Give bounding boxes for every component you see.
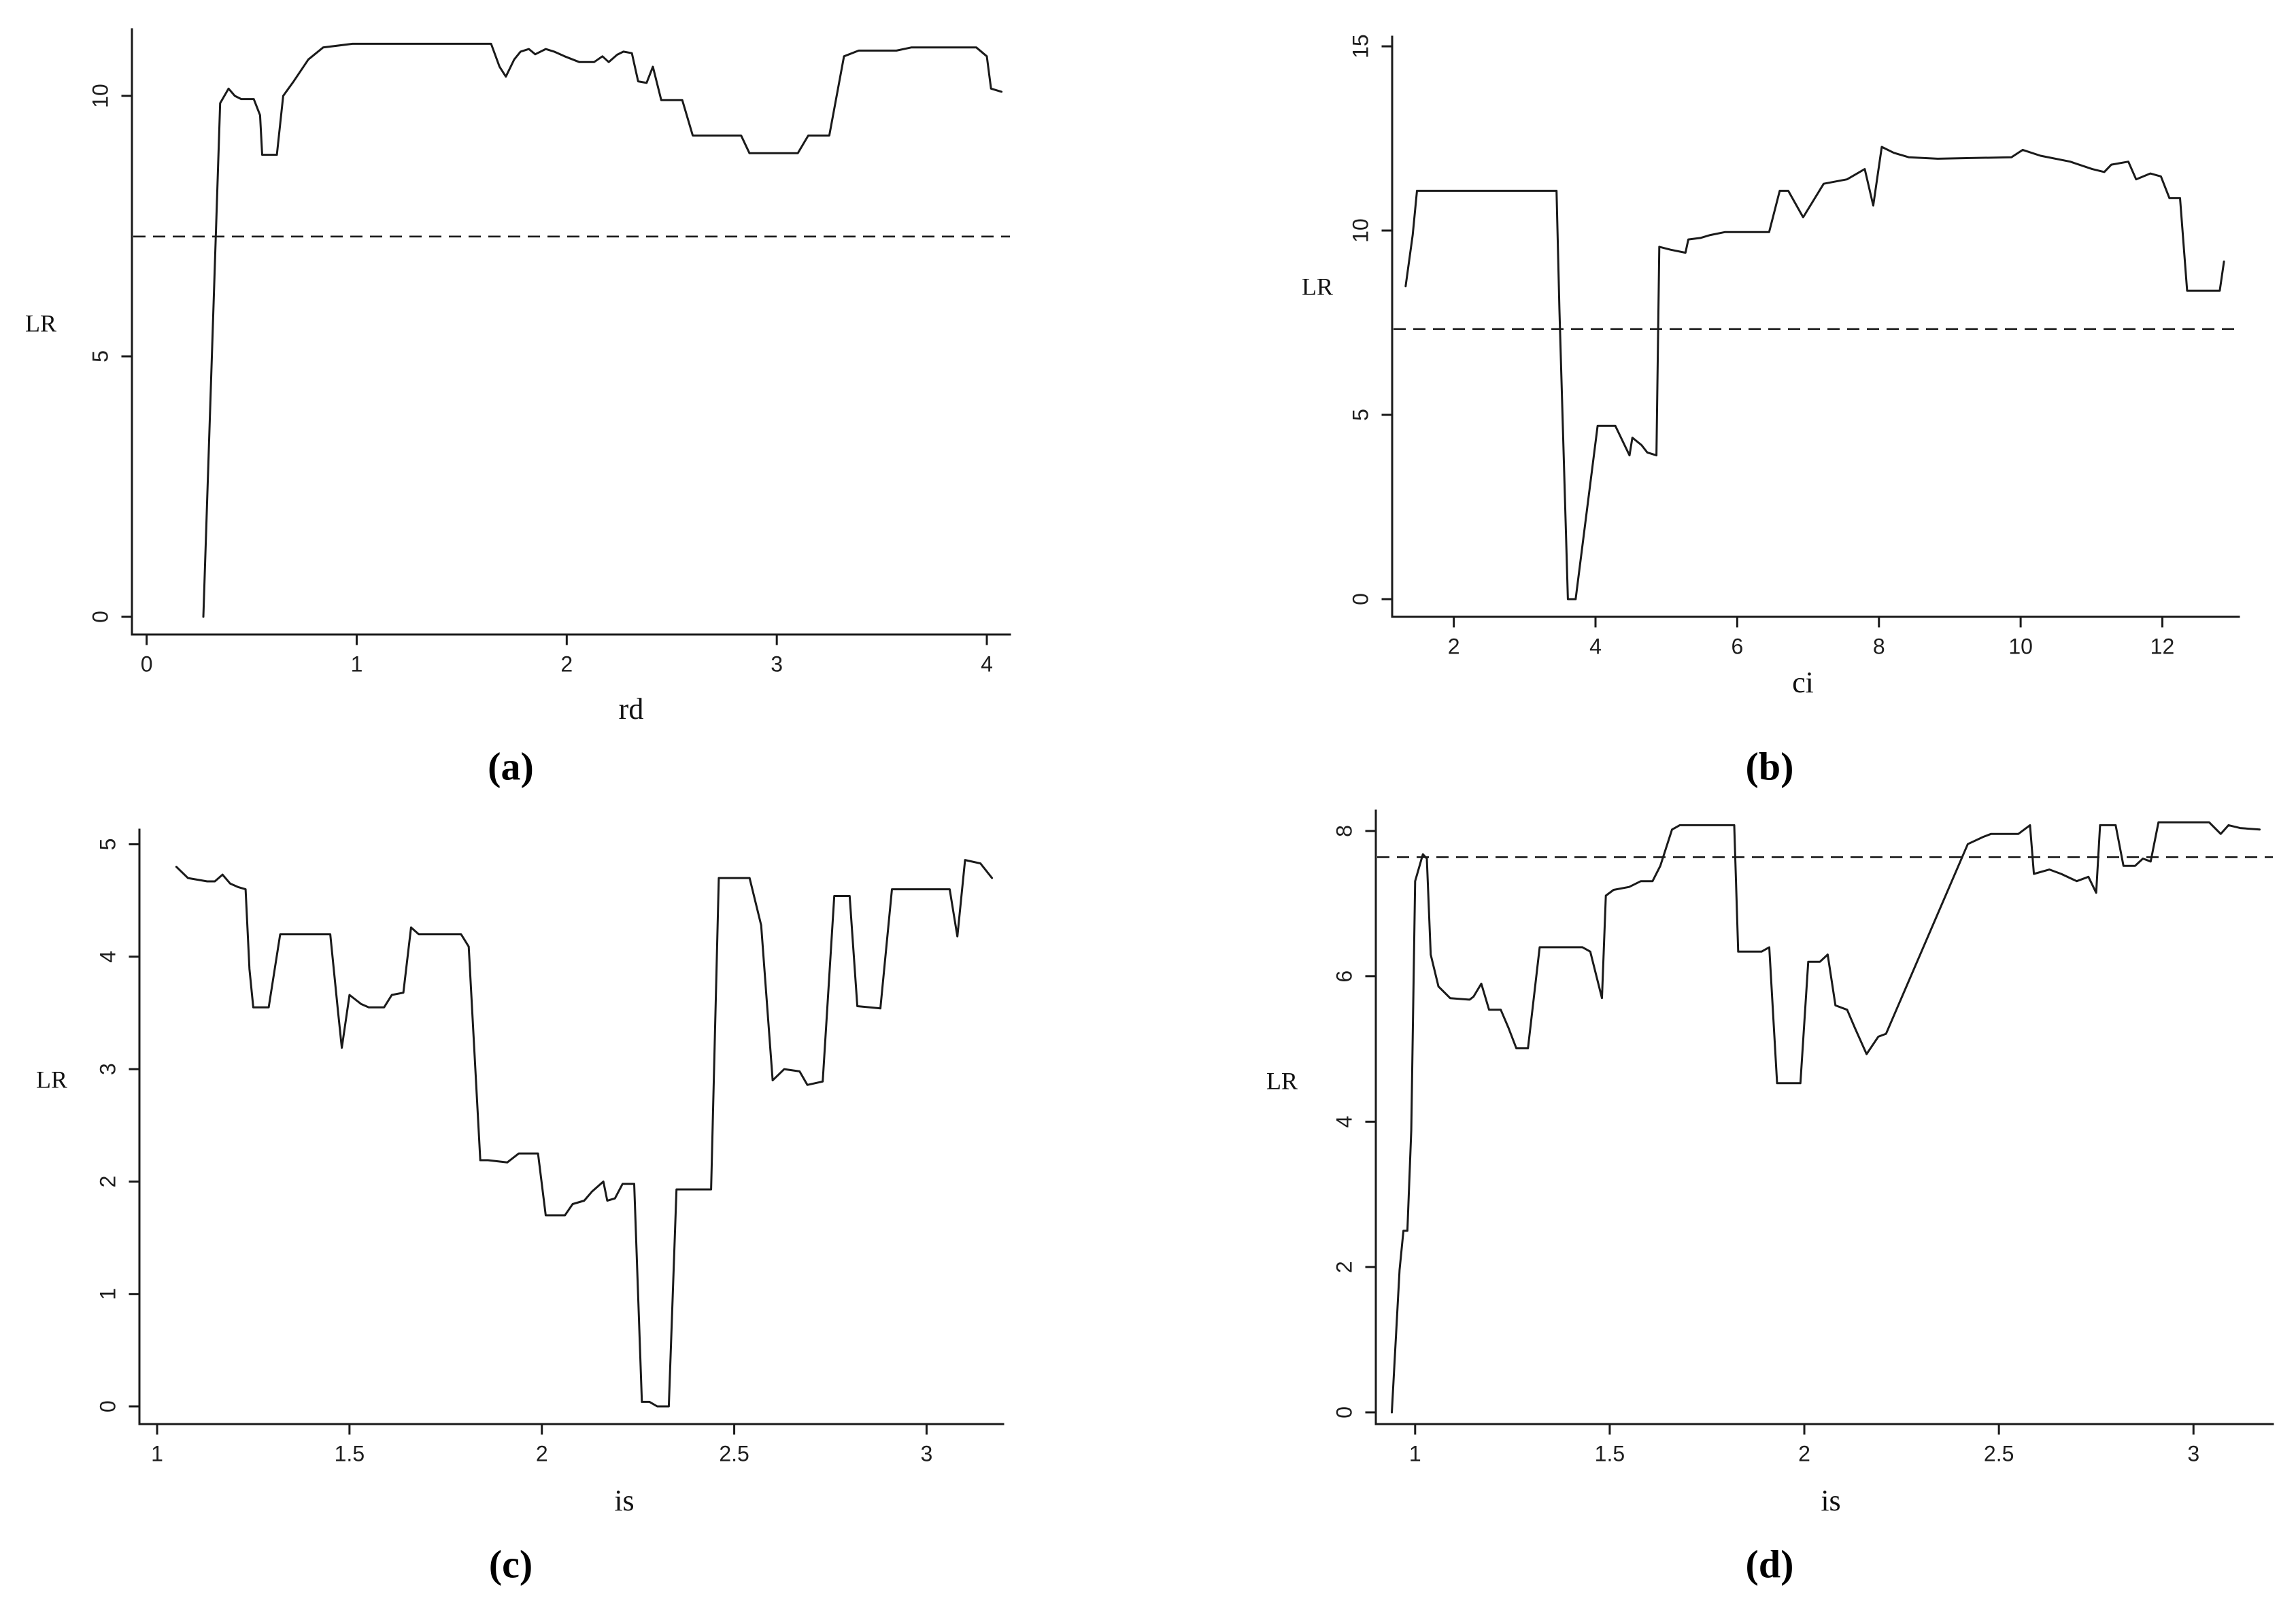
x-tick-label: 0	[141, 652, 153, 676]
x-tick-label: 8	[1873, 634, 1885, 658]
x-tick-label: 1	[151, 1441, 163, 1466]
x-tick-label: 1	[1409, 1441, 1421, 1466]
series-line	[1391, 821, 2261, 1414]
x-tick-label: 2	[1448, 634, 1460, 658]
plot-area: 0 1 2 3 4 0 5 10	[88, 28, 1011, 676]
y-tick-label: 2	[95, 1176, 120, 1188]
y-tick-label: 3	[95, 1063, 120, 1075]
x-tick-label: 1.5	[335, 1441, 365, 1466]
x-tick-label: 2	[1798, 1441, 1810, 1466]
x-axis-label: rd	[619, 692, 644, 726]
y-tick-label: 1	[95, 1288, 120, 1300]
plot-area: 1 1.5 2 2.5 3 0 2 4 6 8	[1332, 809, 2274, 1466]
panel-c: 1 1.5 2 2.5 3 0 1 2 3 4 5 is LR (c)	[36, 828, 1004, 1586]
x-axis-label: ci	[1792, 666, 1814, 699]
x-tick-label: 3	[921, 1441, 933, 1466]
y-tick-label: 15	[1348, 34, 1372, 58]
y-tick-label: 0	[1348, 593, 1372, 605]
x-tick-label: 4	[1589, 634, 1602, 658]
x-tick-label: 12	[2150, 634, 2175, 658]
plot-area: 1 1.5 2 2.5 3 0 1 2 3 4 5	[95, 828, 1004, 1466]
panel-label: (c)	[489, 1542, 533, 1586]
y-tick-label: 4	[1332, 1116, 1356, 1128]
panel-label: (a)	[488, 744, 534, 788]
y-axis-label: LR	[1302, 273, 1333, 300]
panel-label: (d)	[1746, 1542, 1794, 1586]
y-tick-label: 2	[1332, 1261, 1356, 1273]
y-tick-label: 8	[1332, 825, 1356, 837]
series-line	[175, 859, 994, 1408]
y-tick-label: 5	[1348, 409, 1372, 421]
x-tick-label: 4	[981, 652, 993, 676]
y-tick-label: 0	[1332, 1406, 1356, 1419]
y-axis-label: LR	[36, 1066, 67, 1093]
x-tick-label: 2	[536, 1441, 548, 1466]
series-line	[1404, 146, 2225, 600]
y-tick-label: 0	[88, 611, 112, 623]
y-tick-label: 10	[1348, 218, 1372, 243]
panel-b: 2 4 6 8 10 12 0 5 10 15 ci LR (b)	[1302, 34, 2240, 788]
panel-a: 0 1 2 3 4 0 5 10 rd LR (a)	[25, 28, 1011, 788]
x-tick-label: 2.5	[1984, 1441, 2014, 1466]
x-axis-label: is	[1821, 1484, 1840, 1517]
x-axis-label: is	[614, 1484, 634, 1517]
panel-d: 1 1.5 2 2.5 3 0 2 4 6 8 is LR (d)	[1266, 809, 2274, 1586]
x-tick-label: 3	[2187, 1441, 2199, 1466]
x-tick-label: 3	[771, 652, 783, 676]
y-tick-label: 4	[95, 951, 120, 963]
y-tick-label: 5	[95, 839, 120, 851]
x-tick-label: 1	[351, 652, 363, 676]
plot-area: 2 4 6 8 10 12 0 5 10 15	[1348, 34, 2240, 658]
y-axis-label: LR	[1266, 1067, 1298, 1094]
series-line	[202, 42, 1003, 618]
y-tick-label: 10	[88, 84, 112, 108]
x-tick-label: 6	[1731, 634, 1743, 658]
x-tick-label: 2	[560, 652, 573, 676]
x-tick-label: 1.5	[1595, 1441, 1625, 1466]
y-tick-label: 6	[1332, 970, 1356, 983]
y-tick-label: 5	[88, 350, 112, 362]
x-tick-label: 2.5	[719, 1441, 749, 1466]
y-tick-label: 0	[95, 1400, 120, 1413]
panel-label: (b)	[1746, 744, 1794, 788]
y-axis-label: LR	[25, 309, 56, 337]
x-tick-label: 10	[2008, 634, 2033, 658]
